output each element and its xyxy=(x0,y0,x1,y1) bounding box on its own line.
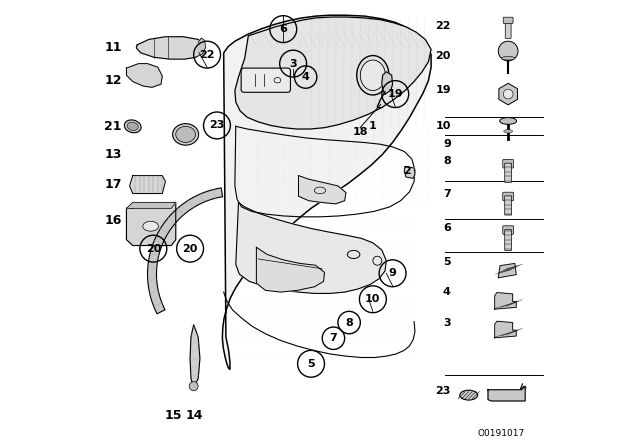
Polygon shape xyxy=(136,37,204,59)
Text: 22: 22 xyxy=(199,50,215,60)
Text: 6: 6 xyxy=(443,224,451,233)
Polygon shape xyxy=(488,386,525,401)
Text: 3: 3 xyxy=(289,59,297,69)
Text: 23: 23 xyxy=(209,121,225,130)
Text: 21: 21 xyxy=(104,120,122,133)
Polygon shape xyxy=(499,263,516,278)
Polygon shape xyxy=(127,202,176,246)
Text: 10: 10 xyxy=(435,121,451,131)
Polygon shape xyxy=(495,321,516,338)
Ellipse shape xyxy=(360,60,385,90)
Text: 7: 7 xyxy=(443,189,451,198)
Polygon shape xyxy=(404,167,415,178)
Polygon shape xyxy=(298,176,346,204)
Text: 9: 9 xyxy=(388,268,397,278)
FancyBboxPatch shape xyxy=(503,226,513,234)
Text: 10: 10 xyxy=(365,294,381,304)
Circle shape xyxy=(499,41,518,61)
Text: 2: 2 xyxy=(403,166,412,176)
Text: 4: 4 xyxy=(443,287,451,297)
Polygon shape xyxy=(382,72,392,94)
Circle shape xyxy=(503,89,513,99)
Text: 23: 23 xyxy=(435,386,451,396)
Text: 3: 3 xyxy=(443,319,451,328)
Polygon shape xyxy=(127,202,176,208)
Text: 20: 20 xyxy=(146,244,161,254)
Ellipse shape xyxy=(173,124,198,145)
FancyBboxPatch shape xyxy=(503,17,513,23)
Text: 16: 16 xyxy=(104,214,122,227)
Ellipse shape xyxy=(143,221,159,231)
Text: 13: 13 xyxy=(104,148,122,161)
Ellipse shape xyxy=(124,120,141,133)
Text: 17: 17 xyxy=(104,178,122,191)
Text: 19: 19 xyxy=(435,85,451,95)
Polygon shape xyxy=(235,17,431,129)
FancyBboxPatch shape xyxy=(505,163,511,182)
FancyBboxPatch shape xyxy=(503,192,513,201)
Ellipse shape xyxy=(460,390,477,400)
Text: O0191017: O0191017 xyxy=(478,429,525,438)
Text: 11: 11 xyxy=(104,40,122,54)
Circle shape xyxy=(189,382,198,391)
Text: 15: 15 xyxy=(164,409,182,422)
Text: 20: 20 xyxy=(182,244,198,254)
Ellipse shape xyxy=(176,126,195,142)
Text: 8: 8 xyxy=(345,318,353,327)
Text: 19: 19 xyxy=(387,89,403,99)
Text: 4: 4 xyxy=(301,72,310,82)
Text: 20: 20 xyxy=(435,51,451,61)
Text: 22: 22 xyxy=(435,21,451,31)
Text: 12: 12 xyxy=(104,74,122,87)
FancyBboxPatch shape xyxy=(505,230,511,250)
Text: 7: 7 xyxy=(330,333,337,343)
FancyBboxPatch shape xyxy=(503,159,513,168)
Polygon shape xyxy=(236,202,387,293)
Text: 14: 14 xyxy=(186,409,204,422)
Text: 18: 18 xyxy=(353,127,368,137)
Text: 6: 6 xyxy=(279,24,287,34)
Polygon shape xyxy=(190,325,200,388)
Polygon shape xyxy=(129,176,165,194)
Ellipse shape xyxy=(127,122,138,130)
Ellipse shape xyxy=(504,129,513,133)
Polygon shape xyxy=(198,38,205,56)
Polygon shape xyxy=(495,293,516,309)
Text: 1: 1 xyxy=(369,121,377,131)
Text: 5: 5 xyxy=(443,257,451,267)
Ellipse shape xyxy=(502,56,515,60)
Text: 9: 9 xyxy=(443,139,451,149)
FancyBboxPatch shape xyxy=(505,196,511,215)
Text: 5: 5 xyxy=(307,359,315,369)
Polygon shape xyxy=(257,247,324,292)
FancyBboxPatch shape xyxy=(505,22,511,39)
Ellipse shape xyxy=(500,117,516,125)
Polygon shape xyxy=(499,83,518,105)
Polygon shape xyxy=(148,188,223,314)
FancyBboxPatch shape xyxy=(241,68,291,92)
Text: 8: 8 xyxy=(443,156,451,166)
Polygon shape xyxy=(222,15,431,370)
Polygon shape xyxy=(127,64,163,87)
